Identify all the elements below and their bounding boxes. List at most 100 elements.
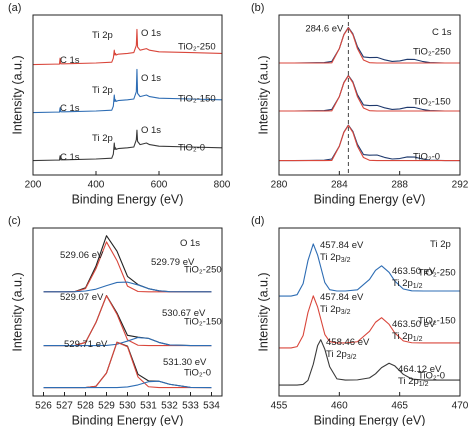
annotation-text: Ti 2p (320, 252, 341, 263)
annotation: Ti 2p1/2 (392, 331, 423, 343)
x-tick-label: 200 (25, 180, 42, 191)
spectrum-line (43, 295, 212, 347)
spectrum-line (279, 295, 460, 349)
annotation: 463.50 eV (392, 266, 436, 277)
panel-label: (a) (8, 2, 21, 14)
annotation-text: 529.06 eV (60, 250, 104, 261)
annotation-subscript: 1/2 (413, 283, 423, 290)
panel-label: (b) (251, 2, 264, 14)
annotation-text: O 1s (180, 238, 200, 249)
spectrum-line (43, 336, 212, 347)
annotation-subscript: 1/2 (413, 336, 423, 343)
annotation: C 1s (432, 27, 452, 38)
x-tick-label: 460 (331, 401, 348, 412)
annotation: 529.71 eV (64, 339, 108, 350)
annotation: 457.84 eV (320, 240, 364, 251)
annotation-text: C 1s (60, 103, 80, 114)
annotation: C 1s (60, 55, 80, 66)
spectrum-line (279, 27, 460, 64)
series-label: TiO₂-250 (178, 42, 216, 53)
series-label: TiO₂-150 (418, 316, 456, 327)
spectrum-line (32, 129, 223, 162)
annotation-subscript: 3/2 (341, 309, 351, 316)
x-tick-label: 292 (452, 180, 469, 191)
x-tick-label: 465 (391, 401, 408, 412)
x-tick-label: 532 (161, 401, 178, 412)
series-label: TiO₂-0 (413, 152, 440, 163)
annotation-text: 529.07 eV (60, 292, 104, 303)
annotation: 530.67 eV (162, 308, 206, 319)
annotation: 529.07 eV (60, 292, 104, 303)
spectrum-line (279, 74, 460, 112)
series-label: TiO₂-0 (178, 143, 205, 154)
annotation-text: 457.84 eV (320, 292, 364, 303)
x-tick-label: 455 (271, 401, 288, 412)
annotation: C 1s (60, 103, 80, 114)
y-axis-title: Intensity (a.u.) (10, 272, 24, 351)
annotation: 458.46 eV (326, 337, 370, 348)
panel: (a) TiO₂-250 TiO₂-150 TiO₂-0 200 400 600 800 Bin… (8, 2, 231, 206)
annotation-text: Ti 2p (392, 278, 413, 289)
panel: (b) TiO₂-250 TiO₂-150 TiO₂-0 284.6 eV 280 284 2… (251, 2, 469, 206)
annotation-text: 529.71 eV (64, 339, 108, 350)
panel-label: (c) (8, 215, 21, 227)
annotation-text: 530.67 eV (162, 308, 206, 319)
series-label: TiO₂-0 (184, 368, 211, 379)
annotation-text: Ti 2p (326, 349, 347, 360)
x-axis-title: Binding Energy (eV) (314, 192, 426, 206)
annotation-text: O 1s (141, 125, 161, 136)
x-tick-label: 600 (151, 180, 168, 191)
x-tick-label: 533 (182, 401, 199, 412)
annotation: Ti 2p (92, 30, 113, 41)
x-tick-label: 400 (88, 180, 105, 191)
series-label: TiO₂-250 (418, 268, 456, 279)
annotation: 463.50 eV (392, 319, 436, 330)
x-axis-title: Binding Energy (eV) (72, 192, 184, 206)
annotation-text: O 1s (141, 28, 161, 39)
spectrum-line (43, 380, 212, 389)
annotation-subscript: 3/2 (347, 354, 357, 361)
annotation: 457.84 eV (320, 292, 364, 303)
series-label: TiO₂-150 (184, 317, 222, 328)
annotation-text: 457.84 eV (320, 240, 364, 251)
x-tick-label: 526 (35, 401, 52, 412)
annotation-subscript: 3/2 (341, 257, 351, 264)
annotation: Ti 2p3/2 (326, 349, 357, 361)
plot-frame (32, 14, 223, 176)
annotation-text: 464.12 eV (398, 364, 442, 375)
annotation-text: 531.30 eV (163, 357, 207, 368)
y-axis-title: Intensity (a.u.) (10, 55, 24, 134)
annotation: 531.30 eV (163, 357, 207, 368)
series-label: TiO₂-150 (413, 97, 451, 108)
annotation: C 1s (60, 152, 80, 163)
annotation-text: O 1s (141, 73, 161, 84)
plot-frame (278, 14, 461, 176)
annotation: Ti 2p1/2 (398, 376, 429, 388)
annotation: Ti 2p (430, 239, 451, 250)
annotation-text: C 1s (60, 152, 80, 163)
annotation-text: 463.50 eV (392, 319, 436, 330)
panel: (c) TiO₂-250 TiO₂-150 TiO₂-0 526 527 528 529 530… (8, 215, 223, 426)
annotation-subscript: 1/2 (419, 381, 429, 388)
series-label: TiO₂-0 (418, 371, 445, 382)
x-tick-label: 284 (331, 180, 348, 191)
spectrum-line (32, 68, 223, 114)
panel-label: (d) (251, 215, 264, 227)
annotation: Ti 2p (92, 133, 113, 144)
series-label: TiO₂-250 (184, 265, 222, 276)
annotation-text: Ti 2p (92, 30, 113, 41)
annotation: Ti 2p3/2 (320, 252, 351, 264)
spectrum-line (279, 243, 460, 297)
annotation: 464.12 eV (398, 364, 442, 375)
x-tick-label: 531 (140, 401, 157, 412)
annotation: O 1s (141, 125, 161, 136)
series-label: TiO₂-150 (178, 94, 216, 105)
x-tick-label: 534 (203, 401, 220, 412)
x-tick-label: 470 (452, 401, 469, 412)
annotation-text: Ti 2p (92, 133, 113, 144)
annotation: O 1s (141, 28, 161, 39)
series-label: TiO₂-250 (413, 47, 451, 58)
x-axis-title: Binding Energy (eV) (72, 413, 184, 426)
x-axis-title: Binding Energy (eV) (314, 413, 426, 426)
